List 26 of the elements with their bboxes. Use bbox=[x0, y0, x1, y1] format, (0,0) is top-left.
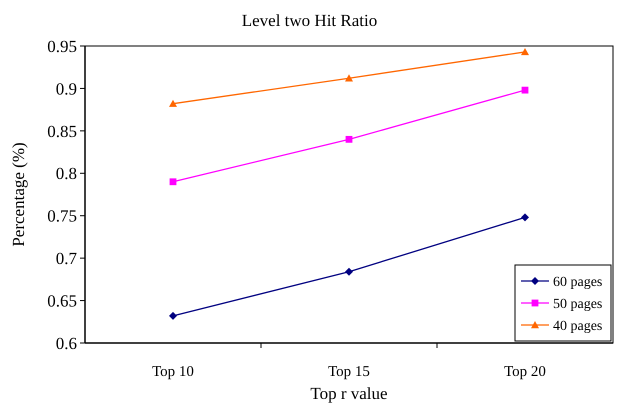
point bbox=[346, 136, 352, 143]
point bbox=[170, 178, 176, 186]
legend-label: 50 pages bbox=[553, 296, 602, 312]
point bbox=[345, 74, 353, 82]
point bbox=[521, 213, 529, 222]
point bbox=[345, 268, 353, 276]
point bbox=[521, 48, 529, 56]
chart-title: Level two Hit Ratio bbox=[242, 11, 378, 30]
x-axis-title: Top r value bbox=[310, 384, 388, 403]
point bbox=[169, 312, 177, 320]
point bbox=[169, 100, 177, 107]
y-tick-label: 0.65 bbox=[47, 292, 77, 311]
y-tick-label: 0.7 bbox=[56, 249, 78, 268]
legend-label: 60 pages bbox=[553, 274, 602, 290]
point bbox=[522, 86, 528, 94]
y-tick-label: 0.85 bbox=[47, 122, 77, 141]
legend-label: 40 pages bbox=[553, 318, 602, 334]
y-tick-label: 0.6 bbox=[56, 334, 77, 353]
x-tick-label: Top 15 bbox=[328, 364, 370, 380]
y-tick-label: 0.75 bbox=[47, 206, 77, 226]
y-tick-label: 0.95 bbox=[47, 36, 77, 56]
x-tick-label: Top 10 bbox=[152, 364, 194, 380]
y-axis-title: Percentage (%) bbox=[9, 142, 28, 247]
y-tick-label: 0.8 bbox=[56, 164, 77, 184]
x-tick-label: Top 20 bbox=[504, 364, 546, 380]
y-tick-label: 0.9 bbox=[56, 79, 77, 98]
